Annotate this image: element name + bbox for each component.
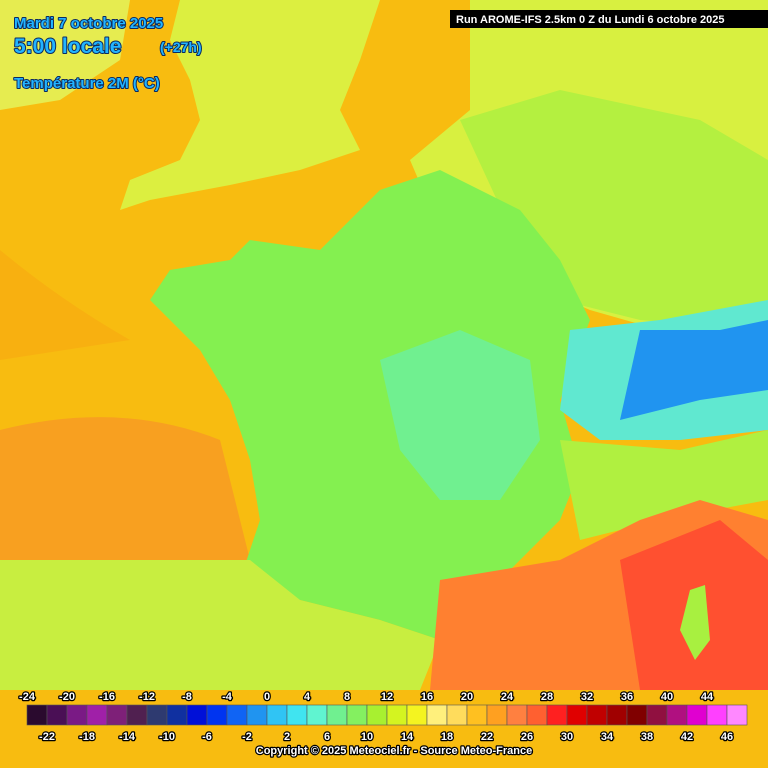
- legend-label: 18: [441, 731, 453, 743]
- legend-label: 20: [461, 691, 473, 703]
- legend-label: 28: [541, 691, 553, 703]
- great-britain: [120, 0, 380, 210]
- legend-label: 36: [621, 691, 633, 703]
- legend-label: 42: [681, 731, 693, 743]
- legend-label: 4: [304, 691, 311, 703]
- legend-label: 16: [421, 691, 433, 703]
- legend-swatch: [226, 704, 248, 726]
- legend-swatch: [106, 704, 128, 726]
- legend-swatch: [346, 704, 368, 726]
- legend-label: -16: [99, 691, 115, 703]
- legend-swatch: [646, 704, 668, 726]
- legend-swatch: [306, 704, 328, 726]
- legend-swatch: [66, 704, 88, 726]
- valid-time: 5:00 locale: [14, 35, 121, 58]
- legend-label: -12: [139, 691, 155, 703]
- legend-swatch: [626, 704, 648, 726]
- massif-central: [380, 330, 540, 500]
- legend-label: 8: [344, 691, 350, 703]
- legend-label: 22: [481, 731, 493, 743]
- legend-swatch: [586, 704, 608, 726]
- legend-swatch: [506, 704, 528, 726]
- legend-label: 24: [501, 691, 514, 703]
- legend-label: 46: [721, 731, 733, 743]
- legend-swatch: [146, 704, 168, 726]
- run-banner: [450, 10, 768, 28]
- legend-swatch: [726, 704, 748, 726]
- legend-label: -18: [79, 731, 95, 743]
- legend-label: -2: [242, 731, 252, 743]
- legend-swatch: [406, 704, 428, 726]
- legend-label: 10: [361, 731, 373, 743]
- valid-date: Mardi 7 octobre 2025: [14, 15, 163, 32]
- legend-label: 26: [521, 731, 533, 743]
- legend-swatch: [166, 704, 188, 726]
- legend-swatch: [286, 704, 308, 726]
- legend-swatch: [86, 704, 108, 726]
- legend-swatch: [466, 704, 488, 726]
- field-name: Température 2M (°C): [14, 75, 160, 92]
- legend-swatch: [526, 704, 548, 726]
- warm-sea: [0, 417, 250, 600]
- run-info: Run AROME-IFS 2.5km 0 Z du Lundi 6 octob…: [456, 14, 725, 26]
- legend-swatch: [126, 704, 148, 726]
- legend-label: 12: [381, 691, 393, 703]
- spain: [0, 560, 440, 690]
- legend-label: -22: [39, 731, 55, 743]
- legend-swatch: [686, 704, 708, 726]
- legend-label: 6: [324, 731, 330, 743]
- legend-swatch: [366, 704, 388, 726]
- legend-swatch: [706, 704, 728, 726]
- legend-swatch: [566, 704, 588, 726]
- legend-swatch: [426, 704, 448, 726]
- legend-label: 32: [581, 691, 593, 703]
- legend-swatch: [266, 704, 288, 726]
- legend-label: -14: [119, 731, 136, 743]
- legend-label: 38: [641, 731, 653, 743]
- legend-swatch: [326, 704, 348, 726]
- legend-swatch: [446, 704, 468, 726]
- france: [150, 170, 590, 640]
- alps-peaks: [620, 320, 768, 420]
- legend-label: -4: [222, 691, 233, 703]
- legend-label: -20: [59, 691, 75, 703]
- legend-swatch: [666, 704, 688, 726]
- legend-swatch: [606, 704, 628, 726]
- legend-label: 14: [401, 731, 414, 743]
- legend-label: 2: [284, 731, 290, 743]
- legend-label: 40: [661, 691, 673, 703]
- legend-swatch: [386, 704, 408, 726]
- sea-shade: [0, 250, 130, 360]
- corsica: [680, 585, 710, 660]
- legend-label: -6: [202, 731, 212, 743]
- legend-swatch: [486, 704, 508, 726]
- legend-swatch: [186, 704, 208, 726]
- legend-swatch: [206, 704, 228, 726]
- ireland: [0, 0, 130, 110]
- legend-label: -10: [159, 731, 175, 743]
- legend-label: -24: [19, 691, 36, 703]
- legend-label: 44: [701, 691, 714, 703]
- legend-label: 30: [561, 731, 573, 743]
- legend-swatch: [46, 704, 68, 726]
- forecast-offset: (+27h): [160, 39, 202, 55]
- legend-label: 0: [264, 691, 270, 703]
- legend-label: 34: [601, 731, 614, 743]
- po-valley: [560, 430, 768, 540]
- legend-swatch: [246, 704, 268, 726]
- legend-swatch: [546, 704, 568, 726]
- copyright: Copyright © 2025 Meteociel.fr - Source M…: [256, 745, 532, 757]
- legend-label: -8: [182, 691, 192, 703]
- legend-swatch: [26, 704, 48, 726]
